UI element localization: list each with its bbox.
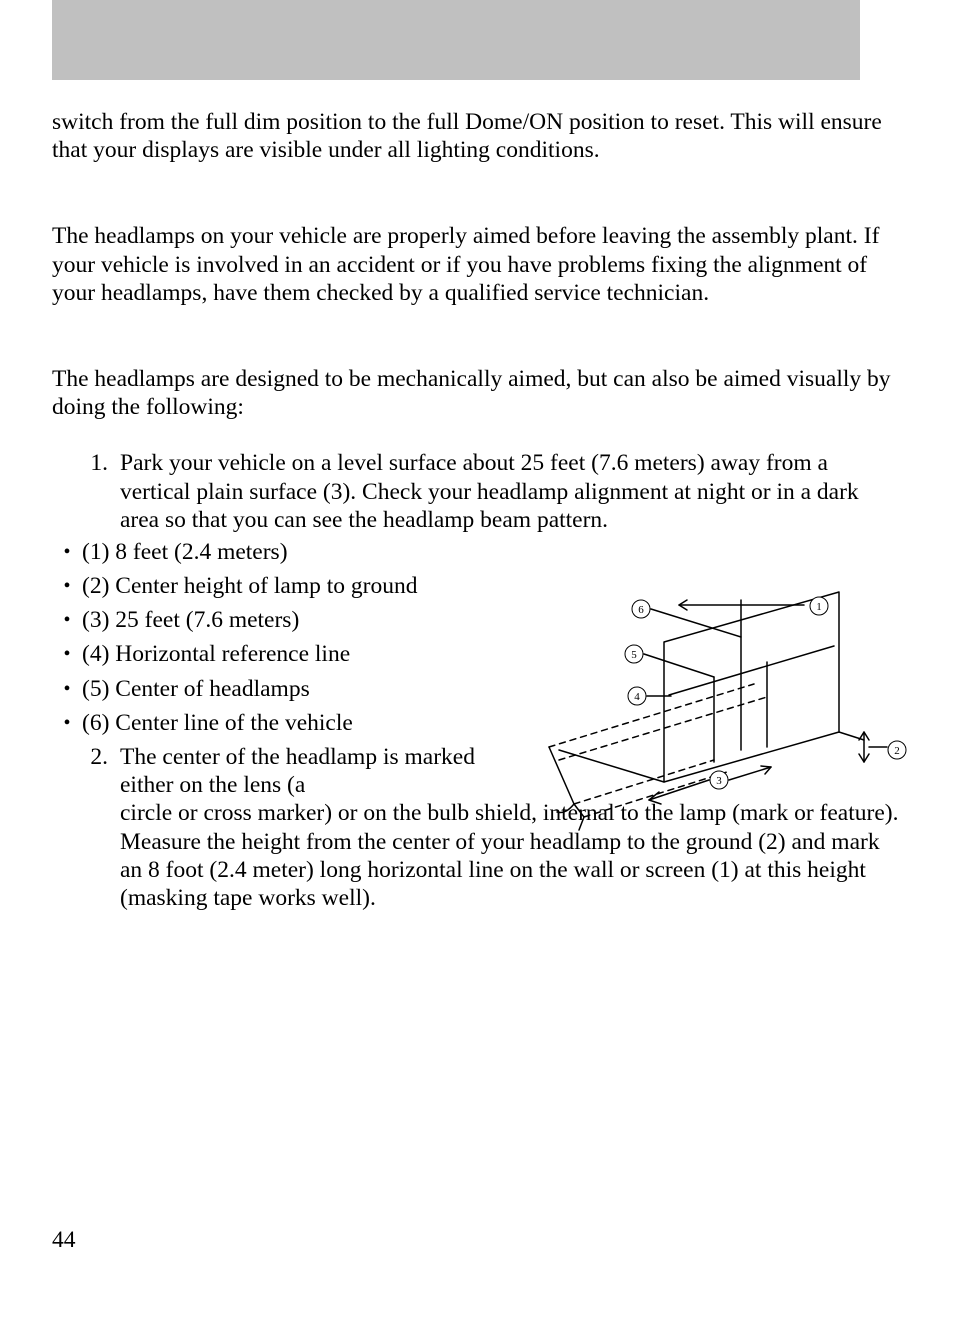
diagram-label-3: 3 <box>716 775 722 787</box>
diagram-label-4: 4 <box>634 691 640 703</box>
bullet-marker: • <box>52 709 82 737</box>
bullet-text: (4) Horizontal reference line <box>82 640 482 668</box>
step-1: 1. Park your vehicle on a level surface … <box>52 449 902 534</box>
header-bar <box>52 0 860 80</box>
section-gap <box>52 335 902 365</box>
bullet-text: (6) Center line of the vehicle <box>82 709 482 737</box>
diagram-label-6: 6 <box>638 604 644 616</box>
section-gap <box>52 192 902 222</box>
step-number: 1. <box>52 449 120 534</box>
diagram-label-5: 5 <box>631 649 637 661</box>
step-number: 2. <box>52 743 120 912</box>
bullet-text: (1) 8 feet (2.4 meters) <box>82 538 482 566</box>
bullet-text: (5) Center of headlamps <box>82 675 482 703</box>
diagram-label-1: 1 <box>816 601 822 613</box>
bullet-text: (2) Center height of lamp to ground <box>82 572 482 600</box>
bullet-marker: • <box>52 675 82 703</box>
bullet-1: • (1) 8 feet (2.4 meters) <box>52 538 902 566</box>
bullet-text: (3) 25 feet (7.6 meters) <box>82 606 482 634</box>
page: switch from the full dim position to the… <box>0 0 954 1318</box>
bullet-marker: • <box>52 572 82 600</box>
diagram-label-2: 2 <box>894 745 900 757</box>
paragraph-intro: switch from the full dim position to the… <box>52 108 902 164</box>
headlamp-aiming-diagram: 1 2 3 4 5 6 <box>519 582 914 842</box>
page-number: 44 <box>52 1227 76 1254</box>
bullet-marker: • <box>52 538 82 566</box>
paragraph-design: The headlamps are designed to be mechani… <box>52 365 902 421</box>
bullet-marker: • <box>52 640 82 668</box>
step-text: Park your vehicle on a level surface abo… <box>120 449 902 534</box>
paragraph-headlamps-aimed: The headlamps on your vehicle are proper… <box>52 222 902 307</box>
step-2-line1: The center of the headlamp is marked eit… <box>120 743 480 799</box>
bullet-marker: • <box>52 606 82 634</box>
